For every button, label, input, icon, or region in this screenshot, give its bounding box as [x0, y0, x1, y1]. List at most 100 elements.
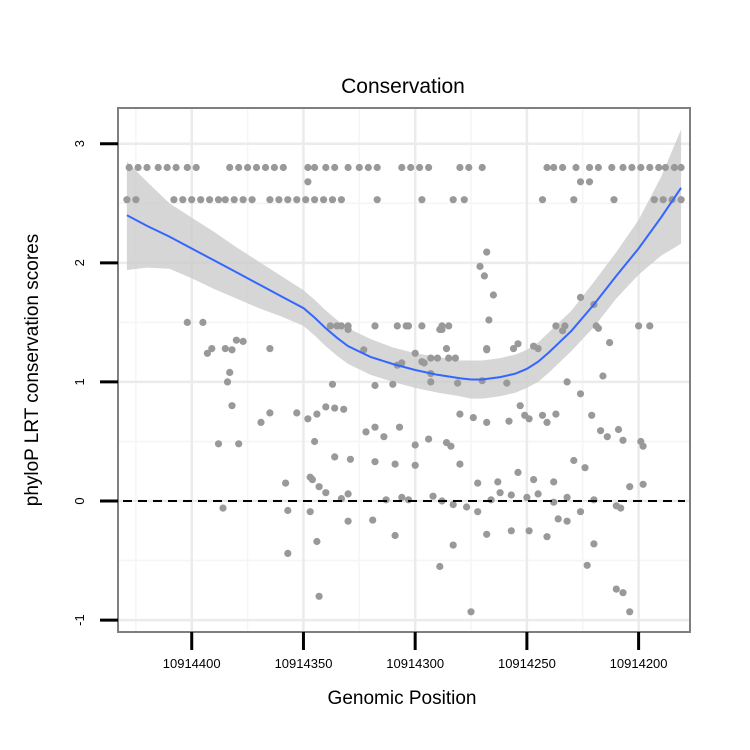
- data-point: [355, 163, 363, 172]
- data-point: [494, 478, 502, 486]
- data-point: [628, 163, 636, 172]
- data-point: [266, 196, 274, 204]
- data-point: [552, 322, 560, 330]
- data-point: [163, 163, 171, 172]
- data-point: [427, 354, 435, 362]
- data-point: [395, 423, 404, 431]
- panel-border: [117, 107, 691, 633]
- data-point: [576, 390, 585, 398]
- data-point: [538, 196, 547, 204]
- data-point: [635, 322, 643, 330]
- data-point: [451, 354, 459, 362]
- data-point: [538, 411, 547, 419]
- data-point: [344, 517, 352, 525]
- data-point: [373, 196, 381, 204]
- data-point: [266, 345, 274, 353]
- data-point: [252, 163, 261, 172]
- data-point: [221, 196, 229, 204]
- y-tick-label: 0: [72, 497, 87, 504]
- data-point: [543, 418, 551, 426]
- data-point: [639, 480, 647, 488]
- data-point: [143, 163, 151, 172]
- data-point: [284, 506, 292, 515]
- data-point: [507, 527, 515, 535]
- data-point: [503, 379, 511, 387]
- data-point: [214, 196, 223, 204]
- data-point: [507, 491, 515, 499]
- data-point: [293, 409, 301, 417]
- y-tick-label: -1: [72, 614, 87, 626]
- data-point: [594, 324, 603, 332]
- data-point: [208, 345, 216, 353]
- data-point: [530, 476, 538, 484]
- data-point: [322, 163, 330, 172]
- chart-title: Conservation: [341, 75, 465, 98]
- data-point: [476, 262, 484, 270]
- data-point: [608, 163, 616, 172]
- data-point: [306, 508, 314, 516]
- smooth-line: [126, 187, 682, 381]
- data-point: [456, 163, 464, 172]
- data-point: [270, 163, 278, 172]
- data-point: [570, 456, 578, 465]
- data-point: [563, 493, 571, 501]
- data-point: [559, 163, 567, 172]
- data-point: [610, 196, 618, 204]
- data-point: [583, 561, 591, 569]
- data-point: [487, 496, 495, 504]
- confidence-band: [126, 129, 682, 399]
- data-point: [661, 163, 670, 172]
- x-tick-label: 10914350: [275, 656, 333, 671]
- data-point: [257, 418, 265, 426]
- data-point: [411, 349, 419, 357]
- y-tick-label: 3: [72, 140, 87, 147]
- data-point: [302, 196, 310, 204]
- data-point: [425, 163, 433, 172]
- data-point: [304, 178, 312, 186]
- data-point: [677, 163, 685, 172]
- data-point: [398, 493, 406, 501]
- data-point: [445, 322, 453, 330]
- data-point: [576, 293, 585, 301]
- data-point: [411, 461, 419, 469]
- data-point: [391, 460, 399, 468]
- data-point: [436, 562, 444, 571]
- data-point: [659, 196, 667, 204]
- data-point: [340, 405, 348, 413]
- data-point: [603, 433, 611, 441]
- data-point: [550, 163, 558, 172]
- data-point: [371, 322, 379, 330]
- data-point: [172, 163, 180, 172]
- data-point: [192, 163, 200, 172]
- data-point: [315, 483, 323, 491]
- data-points: [123, 163, 685, 616]
- data-point: [418, 196, 426, 204]
- y-axis-title: phyloP LRT conservation scores: [22, 234, 43, 507]
- data-point: [483, 346, 491, 354]
- data-point: [322, 403, 330, 411]
- data-point: [612, 585, 620, 593]
- data-point: [232, 336, 240, 344]
- data-point: [369, 516, 377, 524]
- data-point: [328, 380, 337, 388]
- data-point: [313, 537, 321, 546]
- data-point: [655, 163, 663, 172]
- data-point: [293, 196, 301, 204]
- data-point: [235, 440, 243, 448]
- data-point: [449, 501, 457, 509]
- data-point: [478, 163, 486, 172]
- data-point: [516, 402, 524, 410]
- data-point: [483, 418, 491, 426]
- data-point: [320, 196, 328, 204]
- data-point: [496, 489, 504, 497]
- data-point: [214, 440, 223, 448]
- data-point: [438, 325, 446, 334]
- data-point: [170, 196, 178, 204]
- data-point: [223, 378, 232, 386]
- data-point: [514, 340, 522, 348]
- data-point: [599, 372, 607, 380]
- data-point: [183, 163, 191, 172]
- data-point: [411, 441, 419, 449]
- data-point: [244, 163, 252, 172]
- data-point: [447, 442, 455, 450]
